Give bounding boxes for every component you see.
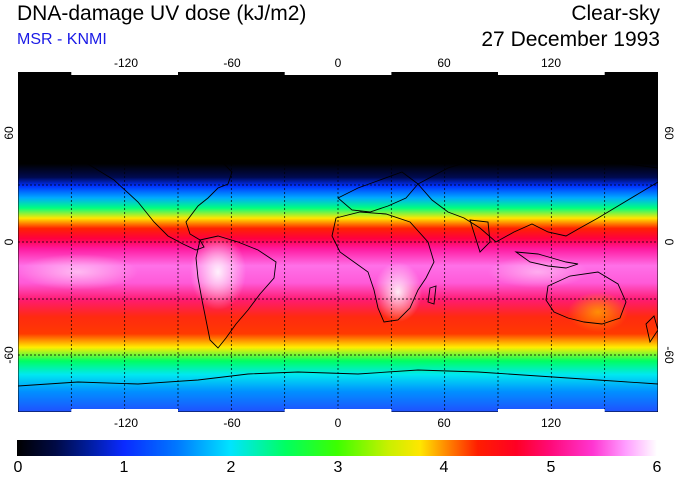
source-label: MSR - KNMI [17, 31, 107, 48]
lon-tick-bottom: -120 [113, 416, 139, 430]
lat-tick-left: 60 [2, 126, 16, 140]
colorbar [17, 440, 657, 456]
lat-tick-left: 0 [2, 238, 16, 246]
lon-tick-top: 0 [334, 56, 342, 70]
colorbar-tick: 6 [652, 459, 662, 476]
lon-tick-bottom: -60 [223, 416, 241, 430]
map-frame [18, 72, 658, 412]
colorbar-tick: 3 [333, 459, 343, 476]
colorbar-tick: 2 [226, 459, 236, 476]
lat-tick-right: 60 [662, 126, 676, 140]
lon-tick-top: -120 [113, 56, 139, 70]
lon-tick-top: 60 [437, 56, 451, 70]
lon-tick-bottom: 60 [437, 416, 451, 430]
lon-tick-bottom: 120 [540, 416, 562, 430]
lon-tick-bottom: 0 [334, 416, 342, 430]
lat-tick-right: -60 [662, 346, 676, 364]
date-label: 27 December 1993 [481, 28, 660, 51]
lon-tick-top: 120 [540, 56, 562, 70]
colorbar-tick: 4 [439, 459, 449, 476]
lon-tick-top: -60 [223, 56, 241, 70]
graticule [18, 72, 658, 412]
colorbar-tick: 5 [546, 459, 556, 476]
map-title: DNA-damage UV dose (kJ/m2) [17, 2, 307, 25]
colorbar-tick: 1 [119, 459, 129, 476]
coastlines [18, 109, 658, 387]
lat-tick-right: 0 [662, 238, 676, 246]
lat-tick-left: -60 [2, 346, 16, 364]
uv-dose-map [18, 72, 658, 412]
colorbar-tick: 0 [13, 459, 23, 476]
sky-condition-label: Clear-sky [571, 2, 660, 25]
